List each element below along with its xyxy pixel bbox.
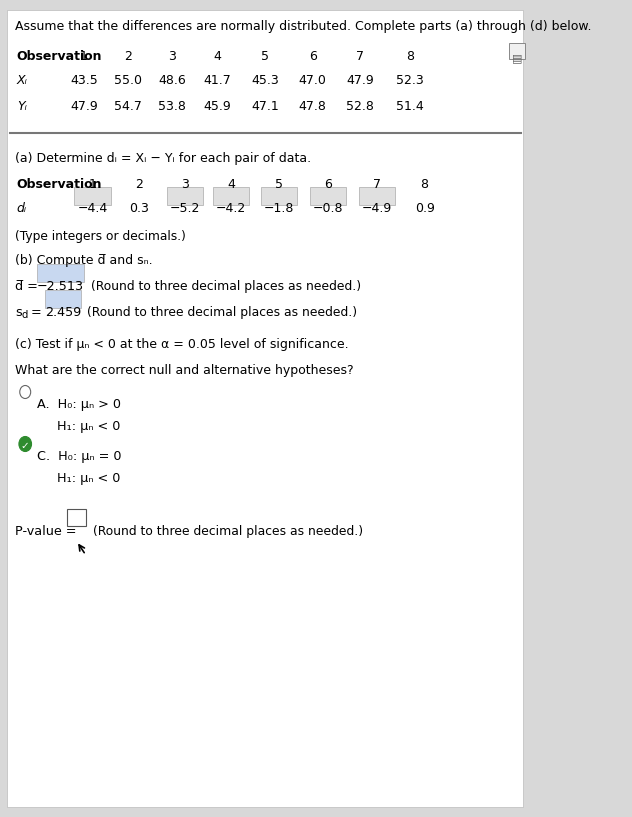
FancyBboxPatch shape — [213, 186, 249, 204]
Text: 1: 1 — [88, 178, 97, 191]
Text: 47.9: 47.9 — [346, 74, 374, 87]
Text: H₁: μₙ < 0: H₁: μₙ < 0 — [57, 472, 121, 485]
Text: Observation: Observation — [17, 50, 102, 63]
Text: (b) Compute d̅ and sₙ.: (b) Compute d̅ and sₙ. — [15, 254, 153, 267]
FancyBboxPatch shape — [167, 186, 203, 204]
Text: 8: 8 — [420, 178, 428, 191]
Text: 6: 6 — [324, 178, 332, 191]
Text: P-value =: P-value = — [15, 525, 81, 538]
Text: 54.7: 54.7 — [114, 100, 142, 113]
Text: −1.8: −1.8 — [264, 202, 295, 215]
Text: 55.0: 55.0 — [114, 74, 142, 87]
Text: 0.3: 0.3 — [129, 202, 149, 215]
Text: 3: 3 — [181, 178, 189, 191]
Text: −5.2: −5.2 — [170, 202, 200, 215]
Text: −2.513: −2.513 — [36, 280, 83, 293]
FancyBboxPatch shape — [310, 186, 346, 204]
Text: 7: 7 — [356, 50, 364, 63]
Text: (Round to three decimal places as needed.): (Round to three decimal places as needed… — [89, 525, 363, 538]
Text: ▤: ▤ — [512, 53, 522, 63]
Text: 3: 3 — [168, 50, 176, 63]
Text: dᵢ: dᵢ — [17, 202, 27, 215]
Text: −4.2: −4.2 — [216, 202, 246, 215]
Text: =: = — [27, 306, 46, 319]
Text: −4.4: −4.4 — [77, 202, 107, 215]
Text: 47.1: 47.1 — [251, 100, 279, 113]
FancyBboxPatch shape — [67, 509, 86, 526]
Text: s: s — [15, 306, 22, 319]
Text: 51.4: 51.4 — [396, 100, 424, 113]
Text: 41.7: 41.7 — [203, 74, 231, 87]
Text: 45.3: 45.3 — [251, 74, 279, 87]
Text: What are the correct null and alternative hypotheses?: What are the correct null and alternativ… — [15, 364, 354, 377]
Text: (Round to three decimal places as needed.): (Round to three decimal places as needed… — [83, 306, 357, 319]
Text: (c) Test if μₙ < 0 at the α = 0.05 level of significance.: (c) Test if μₙ < 0 at the α = 0.05 level… — [15, 338, 349, 351]
Text: A.  H₀: μₙ > 0: A. H₀: μₙ > 0 — [37, 398, 121, 411]
Text: H₁: μₙ < 0: H₁: μₙ < 0 — [57, 420, 121, 433]
Text: 6: 6 — [309, 50, 317, 63]
Text: 48.6: 48.6 — [159, 74, 186, 87]
Text: 47.9: 47.9 — [70, 100, 98, 113]
FancyBboxPatch shape — [509, 43, 525, 59]
Text: 0.9: 0.9 — [415, 202, 435, 215]
FancyBboxPatch shape — [358, 186, 395, 204]
Text: Assume that the differences are normally distributed. Complete parts (a) through: Assume that the differences are normally… — [15, 20, 592, 33]
Text: Observation: Observation — [17, 178, 102, 191]
Text: 52.3: 52.3 — [396, 74, 424, 87]
Circle shape — [19, 436, 32, 452]
Text: 1: 1 — [80, 50, 88, 63]
Text: Xᵢ: Xᵢ — [17, 74, 28, 87]
Text: 5: 5 — [261, 50, 269, 63]
Text: (Round to three decimal places as needed.): (Round to three decimal places as needed… — [87, 280, 361, 293]
Text: Yᵢ: Yᵢ — [17, 100, 27, 113]
Text: 4: 4 — [213, 50, 221, 63]
Text: d̅ =: d̅ = — [15, 280, 42, 293]
Text: 47.0: 47.0 — [299, 74, 327, 87]
Text: 45.9: 45.9 — [203, 100, 231, 113]
Text: (Type integers or decimals.): (Type integers or decimals.) — [15, 230, 186, 243]
Text: 52.8: 52.8 — [346, 100, 374, 113]
Text: 2: 2 — [135, 178, 143, 191]
Text: −4.9: −4.9 — [362, 202, 392, 215]
Text: 7: 7 — [373, 178, 380, 191]
FancyBboxPatch shape — [37, 264, 83, 282]
Text: 4: 4 — [228, 178, 235, 191]
Text: 47.8: 47.8 — [299, 100, 327, 113]
Text: C.  H₀: μₙ = 0: C. H₀: μₙ = 0 — [37, 450, 121, 463]
Text: 53.8: 53.8 — [159, 100, 186, 113]
Text: 2: 2 — [124, 50, 131, 63]
Text: (a) Determine dᵢ = Xᵢ − Yᵢ for each pair of data.: (a) Determine dᵢ = Xᵢ − Yᵢ for each pair… — [15, 152, 311, 165]
Text: d: d — [21, 310, 27, 320]
FancyBboxPatch shape — [261, 186, 297, 204]
Text: 5: 5 — [275, 178, 283, 191]
FancyBboxPatch shape — [75, 186, 111, 204]
FancyBboxPatch shape — [45, 289, 81, 307]
Circle shape — [20, 386, 31, 399]
Text: 8: 8 — [406, 50, 415, 63]
Text: 2.459: 2.459 — [45, 306, 81, 319]
FancyBboxPatch shape — [7, 10, 523, 807]
Text: ✓: ✓ — [21, 440, 30, 450]
Text: 43.5: 43.5 — [70, 74, 98, 87]
Text: −0.8: −0.8 — [313, 202, 343, 215]
